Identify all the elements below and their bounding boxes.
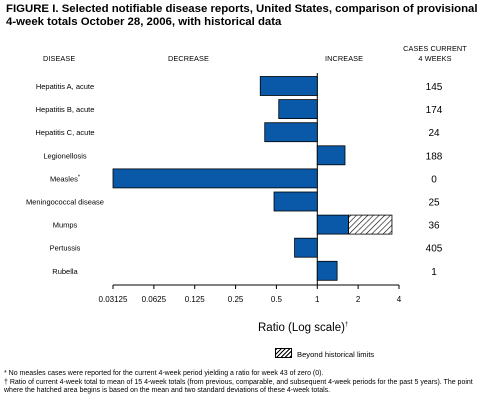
header-disease: DISEASE [43,54,76,63]
case-count: 1 [431,267,437,278]
category-label: Hepatitis A, acute [36,82,94,91]
legend-label: Beyond historical limits [297,350,375,359]
bar [112,168,318,189]
category-label: Pertussis [50,244,81,253]
category-label: Mumps [53,221,78,230]
bar [294,237,318,258]
category-label: Hepatitis C, acute [35,128,94,137]
header-decrease: DECREASE [168,54,209,63]
bar [316,145,346,166]
case-count: 174 [426,105,443,116]
header-cases-line2: 4 WEEKS [418,54,452,63]
category-label: Rubella [52,267,78,276]
case-count: 188 [426,151,443,162]
x-tick-label: 0.25 [228,295,244,304]
x-axis-title: Ratio (Log scale)† [258,322,348,334]
case-count: 145 [426,82,443,93]
header-cases-line1: CASES CURRENT [403,44,467,53]
bar [278,99,318,119]
x-tick-label: 0.03125 [99,295,128,304]
category-label: Legionellosis [43,151,87,160]
x-axis-title-mark: † [344,322,349,329]
x-tick-label: 0.5 [271,295,283,304]
bar-beyond-limits [348,214,393,235]
bars [112,76,393,281]
case-counts: 145 174 24 188 0 25 36 405 1 [426,82,443,278]
x-tick-label: 4 [397,295,402,304]
x-axis-title-text: Ratio (Log scale) [258,322,345,334]
case-count: 36 [428,221,440,232]
x-tick-label: 0.0625 [142,295,167,304]
x-tick-label: 0.125 [185,295,206,304]
case-count: 24 [428,128,440,139]
legend: Beyond historical limits [275,348,374,359]
footnote-measles: * No measles cases were reported for the… [4,370,324,377]
header-increase: INCREASE [325,54,364,63]
category-label: Meningococcal disease [26,198,104,207]
x-tick-label: 1 [315,295,320,304]
bar [259,76,318,96]
category-label: Hepatitis B, acute [36,105,95,114]
bar [316,214,349,235]
bar [316,260,338,281]
legend-hatch-swatch [275,348,292,358]
case-count: 25 [428,198,440,209]
figure-title: FIGURE I. Selected notifiable disease re… [6,3,478,28]
category-label: Measles* [50,174,81,183]
bar [264,122,318,143]
case-count: 0 [431,174,437,185]
footnote-ratio: † Ratio of current 4-week total to mean … [4,379,473,395]
x-tick-label: 2 [356,295,361,304]
case-count: 405 [426,244,443,255]
category-labels: Hepatitis A, acute Hepatitis B, acute Hepa… [26,82,104,276]
bar [273,191,318,212]
x-axis: 0.03125 0.0625 0.125 0.25 0.5 1 2 4 [99,73,402,304]
